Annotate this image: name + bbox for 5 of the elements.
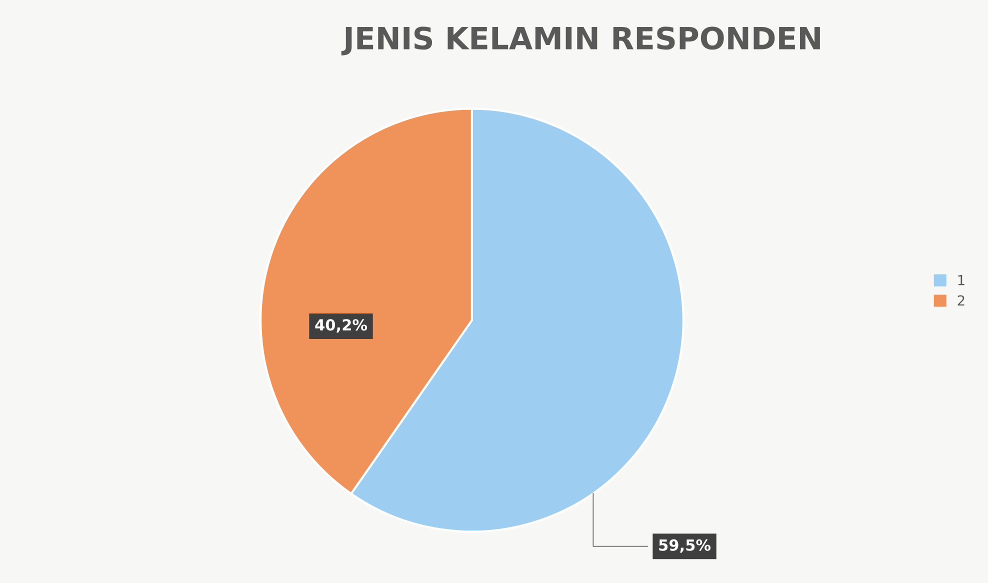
chart-title: JENIS KELAMIN RESPONDEN	[341, 26, 820, 56]
data-label: 59,5%	[659, 539, 711, 553]
data-label: 40,2%	[315, 319, 368, 333]
legend-label: 2	[958, 295, 964, 306]
legend-label: 1	[958, 275, 964, 286]
